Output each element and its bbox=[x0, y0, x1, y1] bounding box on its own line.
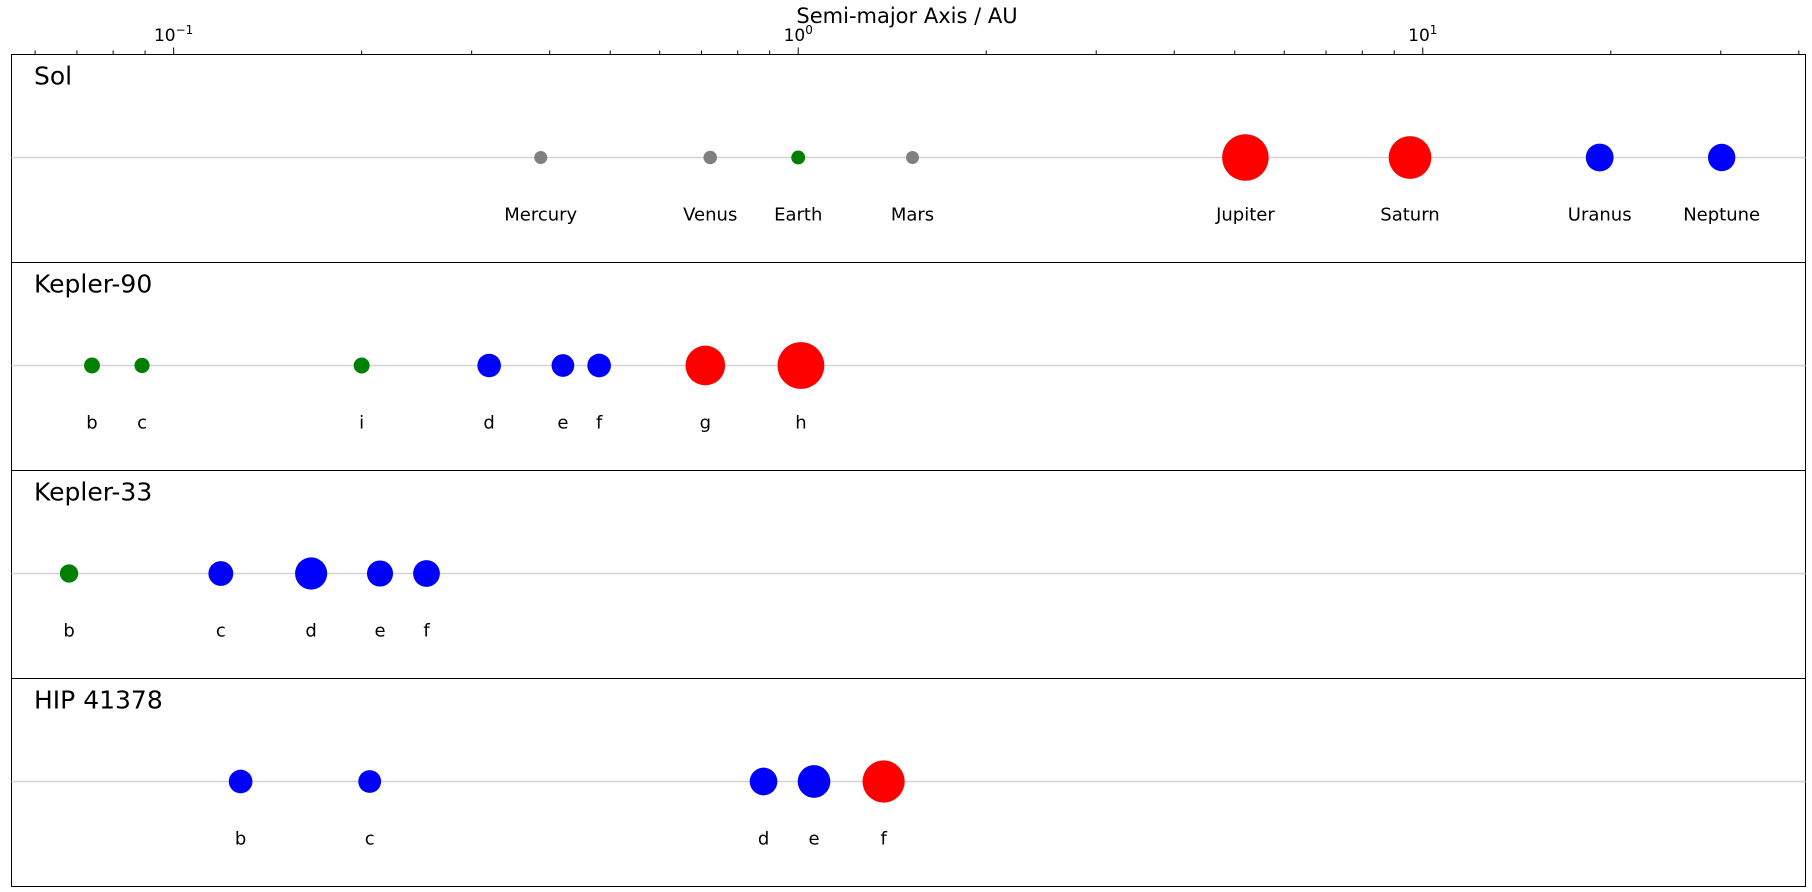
x-axis-ticks: 10−1 100 101 bbox=[34, 23, 1800, 55]
system-panel-kepler-33: Kepler-33 b c d e f bbox=[11, 470, 1806, 679]
planet-marker bbox=[703, 150, 718, 165]
planet-marker bbox=[84, 357, 100, 374]
planet-label: d bbox=[758, 829, 769, 850]
planet-marker bbox=[358, 770, 382, 793]
planet-label: Jupiter bbox=[1215, 205, 1275, 226]
planet-marker bbox=[366, 560, 394, 587]
system-title: Kepler-90 bbox=[34, 270, 152, 299]
planet-label: f bbox=[423, 621, 430, 642]
system-title: Kepler-33 bbox=[34, 478, 152, 507]
planet-label: e bbox=[808, 829, 819, 850]
panel-frame bbox=[11, 470, 1806, 679]
planet-marker bbox=[685, 345, 726, 386]
planet-marker bbox=[228, 769, 253, 794]
planet-label: h bbox=[795, 413, 806, 434]
planet-marker bbox=[59, 564, 79, 583]
planet-marker bbox=[797, 765, 831, 798]
system-title: Sol bbox=[34, 62, 72, 91]
planet-label: c bbox=[365, 829, 375, 850]
planet-marker bbox=[777, 342, 825, 389]
planet-label: b bbox=[63, 621, 74, 642]
planet-marker bbox=[134, 357, 150, 374]
planet-label: Earth bbox=[774, 205, 822, 226]
planet-marker bbox=[1222, 134, 1269, 181]
systems: Sol Mercury Venus Earth Mars Jupiter Saturn Ura… bbox=[11, 54, 1806, 887]
x-axis-title: Semi-major Axis / AU bbox=[796, 4, 1017, 28]
planet-label: i bbox=[359, 413, 364, 434]
planet-marker bbox=[749, 767, 778, 796]
system-panel-sol: Sol Mercury Venus Earth Mars Jupiter Saturn Ura… bbox=[11, 54, 1806, 263]
planet-marker bbox=[906, 151, 920, 164]
system-title: HIP 41378 bbox=[34, 686, 163, 715]
planet-label: c bbox=[216, 621, 226, 642]
panel-frame bbox=[11, 262, 1806, 471]
planet-label: Mercury bbox=[504, 205, 577, 226]
planet-marker bbox=[477, 353, 501, 378]
planet-label: c bbox=[137, 413, 147, 434]
planet-marker bbox=[587, 353, 611, 378]
system-panel-hip-41378: HIP 41378 b c d e f bbox=[11, 678, 1806, 887]
planet-label: g bbox=[700, 413, 711, 434]
planet-label: Venus bbox=[683, 205, 737, 226]
tick-label: 10−1 bbox=[154, 23, 193, 46]
planet-marker bbox=[208, 561, 234, 586]
planet-label: d bbox=[305, 621, 316, 642]
planet-label: d bbox=[483, 413, 494, 434]
planet-label: f bbox=[596, 413, 603, 434]
planet-marker bbox=[862, 760, 905, 803]
planet-marker bbox=[1585, 143, 1614, 172]
planet-label: Mars bbox=[891, 205, 934, 226]
planet-marker bbox=[791, 150, 806, 165]
planet-marker bbox=[295, 557, 328, 590]
system-panel-kepler-90: Kepler-90 b c i d e f g h bbox=[11, 262, 1806, 471]
planet-label: f bbox=[880, 829, 887, 850]
planet-label: Saturn bbox=[1380, 205, 1439, 226]
planet-label: e bbox=[374, 621, 385, 642]
planet-label: Neptune bbox=[1683, 205, 1760, 226]
planet-marker bbox=[1388, 136, 1432, 179]
tick-label: 101 bbox=[1408, 23, 1437, 46]
planet-marker bbox=[413, 560, 440, 587]
tick-label: 100 bbox=[784, 23, 813, 46]
planet-label: Uranus bbox=[1568, 205, 1632, 226]
planet-marker bbox=[534, 151, 548, 164]
planet-marker bbox=[1707, 143, 1736, 172]
planet-marker bbox=[353, 357, 370, 374]
panel-frame bbox=[11, 678, 1806, 887]
planet-label: e bbox=[557, 413, 568, 434]
planet-label: b bbox=[86, 413, 97, 434]
planet-label: b bbox=[235, 829, 246, 850]
planet-marker bbox=[551, 354, 575, 377]
